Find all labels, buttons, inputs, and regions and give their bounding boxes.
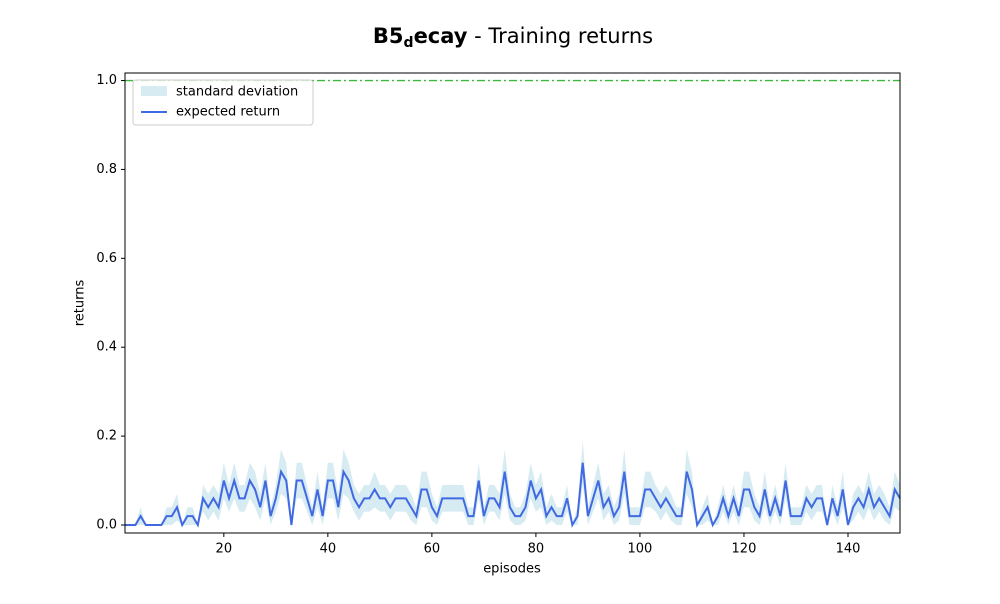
std-band bbox=[125, 440, 900, 525]
return-line bbox=[125, 462, 901, 528]
title-part: d bbox=[404, 35, 414, 51]
y-tick-label: 0.4 bbox=[96, 340, 117, 355]
y-tick-label: 1.0 bbox=[96, 73, 117, 88]
legend-label: expected return bbox=[176, 105, 280, 120]
x-tick-label: 80 bbox=[528, 542, 545, 557]
chart-title: B5decay - Training returns bbox=[373, 24, 653, 51]
title-part: ecay bbox=[414, 24, 468, 48]
y-tick-label: 0.6 bbox=[96, 251, 117, 266]
x-tick-label: 120 bbox=[732, 542, 757, 557]
legend-box bbox=[132, 79, 314, 126]
title-part: - Training returns bbox=[467, 24, 653, 48]
x-tick-label: 140 bbox=[836, 542, 861, 557]
x-axis-label: episodes bbox=[483, 562, 541, 577]
x-tick-label: 60 bbox=[424, 542, 441, 557]
y-axis-label: returns bbox=[73, 280, 88, 327]
legend-label: standard deviation bbox=[176, 85, 298, 100]
legend-swatch bbox=[141, 86, 167, 96]
x-tick-label: 20 bbox=[216, 542, 233, 557]
y-tick-label: 0.2 bbox=[96, 429, 117, 444]
x-tick-label: 100 bbox=[628, 542, 653, 557]
y-tick-label: 0.0 bbox=[96, 518, 117, 533]
x-tick-label: 40 bbox=[320, 542, 337, 557]
y-tick-label: 0.8 bbox=[96, 162, 117, 177]
title-part: B5 bbox=[373, 24, 404, 48]
plot-frame bbox=[124, 72, 901, 534]
